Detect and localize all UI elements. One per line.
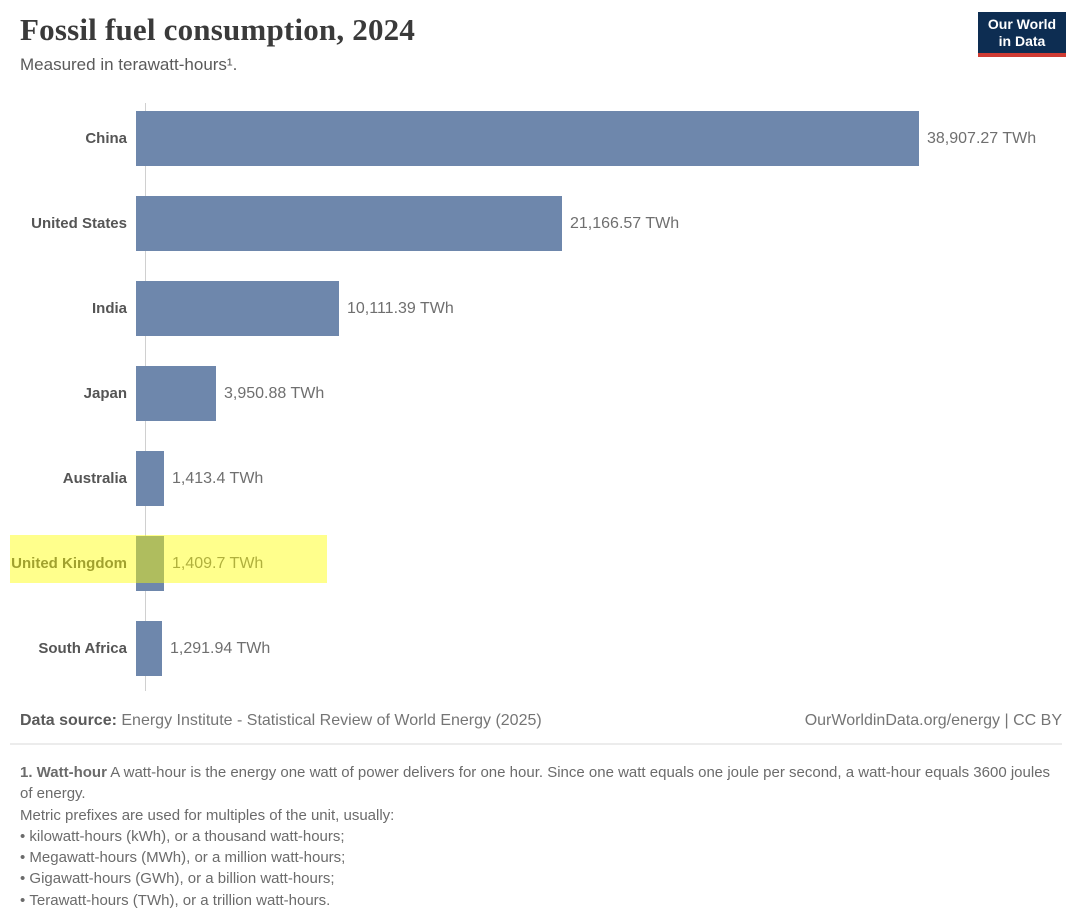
category-label[interactable]: Australia bbox=[62, 470, 127, 487]
footnote-bullet-list: kilowatt-hours (kWh), or a thousand watt… bbox=[20, 826, 1060, 911]
datasource-label: Data source: bbox=[20, 712, 117, 729]
footnote-bullet: Terawatt-hours (TWh), or a trillion watt… bbox=[20, 890, 1060, 911]
footnote-bullet: Megawatt-hours (MWh), or a million watt-… bbox=[20, 847, 1060, 868]
chart-row: Japan 3,950.88 TWh bbox=[0, 351, 1080, 436]
chart-row: China 38,907.27 TWh bbox=[0, 96, 1080, 181]
datasource: Data source: Energy Institute - Statisti… bbox=[20, 712, 542, 730]
bar-area: 38,907.27 TWh bbox=[136, 111, 1080, 166]
bar[interactable] bbox=[136, 536, 164, 591]
owid-logo[interactable]: Our World in Data bbox=[978, 12, 1066, 57]
footnote-bullet: Gigawatt-hours (GWh), or a billion watt-… bbox=[20, 868, 1060, 889]
bar[interactable] bbox=[136, 196, 562, 251]
bar-area: 1,413.4 TWh bbox=[136, 451, 1080, 506]
chart-row: Australia 1,413.4 TWh bbox=[0, 436, 1080, 521]
bar-chart: China 38,907.27 TWh United States 21,166.57… bbox=[0, 96, 1080, 691]
category-label[interactable]: Japan bbox=[83, 385, 127, 402]
bar[interactable] bbox=[136, 111, 919, 166]
chart-row: United Kingdom 1,409.7 TWh bbox=[0, 521, 1080, 606]
footer-divider bbox=[10, 743, 1062, 745]
chart-row: South Africa 1,291.94 TWh bbox=[0, 606, 1080, 691]
footnote-bullet: kilowatt-hours (kWh), or a thousand watt… bbox=[20, 826, 1060, 847]
footnote-definition-text: A watt-hour is the energy one watt of po… bbox=[20, 764, 1051, 803]
bar[interactable] bbox=[136, 451, 164, 506]
footnote-definition: 1. Watt-hour A watt-hour is the energy o… bbox=[20, 762, 1060, 805]
value-label: 10,111.39 TWh bbox=[347, 299, 454, 317]
value-label: 1,409.7 TWh bbox=[172, 554, 264, 572]
footnote-term: 1. Watt-hour bbox=[20, 764, 107, 781]
value-label: 21,166.57 TWh bbox=[570, 214, 680, 232]
bar-area: 21,166.57 TWh bbox=[136, 196, 1080, 251]
category-label[interactable]: China bbox=[85, 130, 127, 147]
datasource-link[interactable]: Energy Institute - Statistical Review of… bbox=[121, 712, 542, 729]
bar-area: 3,950.88 TWh bbox=[136, 366, 1080, 421]
category-label[interactable]: United Kingdom bbox=[11, 555, 127, 572]
bar[interactable] bbox=[136, 366, 216, 421]
category-label[interactable]: India bbox=[91, 300, 127, 317]
value-label: 1,291.94 TWh bbox=[170, 639, 271, 657]
owid-logo-line1: Our World bbox=[987, 15, 1057, 32]
chart-footer: Data source: Energy Institute - Statisti… bbox=[20, 712, 1062, 730]
bar-area: 10,111.39 TWh bbox=[136, 281, 1080, 336]
owid-logo-line2: in Data bbox=[998, 32, 1046, 49]
footnote: 1. Watt-hour A watt-hour is the energy o… bbox=[20, 762, 1060, 911]
bar[interactable] bbox=[136, 621, 162, 676]
chart-row: India 10,111.39 TWh bbox=[0, 266, 1080, 351]
bar-area: 1,409.7 TWh bbox=[136, 536, 1080, 591]
chart-header: Fossil fuel consumption, 2024 Measured i… bbox=[0, 0, 1080, 75]
page-title: Fossil fuel consumption, 2024 bbox=[20, 12, 416, 47]
value-label: 38,907.27 TWh bbox=[927, 129, 1037, 147]
chart-row: United States 21,166.57 TWh bbox=[0, 181, 1080, 266]
category-label[interactable]: United States bbox=[31, 215, 127, 232]
value-label: 1,413.4 TWh bbox=[172, 469, 264, 487]
bar[interactable] bbox=[136, 281, 339, 336]
owid-url-link[interactable]: OurWorldinData.org/energy | CC BY bbox=[804, 712, 1062, 729]
category-label[interactable]: South Africa bbox=[38, 640, 127, 657]
page-subtitle: Measured in terawatt-hours¹. bbox=[20, 55, 238, 74]
bar-area: 1,291.94 TWh bbox=[136, 621, 1080, 676]
value-label: 3,950.88 TWh bbox=[224, 384, 325, 402]
footnote-prefix-line: Metric prefixes are used for multiples o… bbox=[20, 806, 395, 824]
